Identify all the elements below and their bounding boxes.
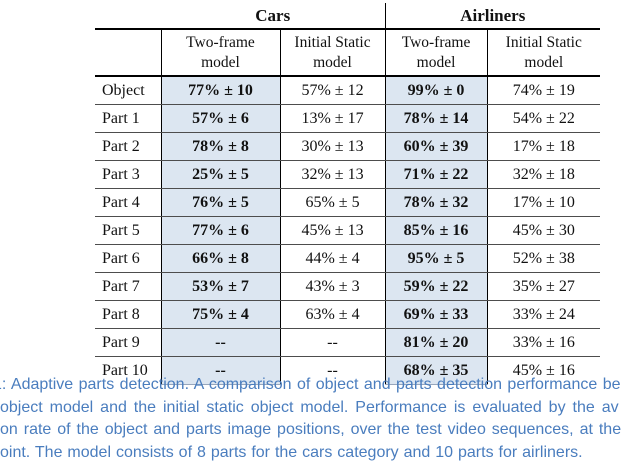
caption-line: object model and the initial static obje…: [0, 397, 640, 420]
value-cell: 78% ± 14: [385, 105, 487, 133]
value-cell: 54% ± 22: [487, 105, 600, 133]
column-header-airliners-two-frame: Two-frame model: [385, 29, 487, 76]
column-header-line: model: [386, 53, 487, 73]
row-label: Part 3: [95, 161, 161, 189]
value-cell: 45% ± 30: [487, 217, 600, 245]
value-cell: 78% ± 8: [161, 133, 280, 161]
column-header-empty: [95, 29, 161, 76]
row-label: Object: [95, 76, 161, 105]
value-cell: 76% ± 5: [161, 189, 280, 217]
value-cell: 32% ± 18: [487, 161, 600, 189]
column-header-airliners-initial-static: Initial Static model: [487, 29, 600, 76]
value-cell: 69% ± 33: [385, 301, 487, 329]
value-cell: 53% ± 7: [161, 273, 280, 301]
column-header-line: model: [488, 53, 601, 73]
row-label: Part 8: [95, 301, 161, 329]
column-header-line: Initial Static: [281, 33, 385, 53]
value-cell: 77% ± 10: [161, 76, 280, 105]
value-cell: 45% ± 13: [280, 217, 385, 245]
group-header-cars: Cars: [161, 3, 385, 29]
table-row: Part 8 75% ± 4 63% ± 4 69% ± 33 33% ± 24: [95, 301, 600, 329]
results-table-wrap: Cars Airliners Two-frame model Initial S…: [95, 3, 600, 385]
value-cell: 57% ± 6: [161, 105, 280, 133]
table-row: Part 1 57% ± 6 13% ± 17 78% ± 14 54% ± 2…: [95, 105, 600, 133]
caption-line: 1: Adaptive parts detection. A compariso…: [0, 374, 640, 397]
column-header-cars-two-frame: Two-frame model: [161, 29, 280, 76]
caption-line: oint. The model consists of 8 parts for …: [0, 442, 640, 464]
value-cell: 13% ± 17: [280, 105, 385, 133]
value-cell: 33% ± 16: [487, 329, 600, 357]
value-cell: 71% ± 22: [385, 161, 487, 189]
column-header-line: Two-frame: [386, 33, 487, 53]
value-cell: 85% ± 16: [385, 217, 487, 245]
group-header-airliners: Airliners: [385, 3, 600, 29]
value-cell: --: [280, 329, 385, 357]
column-header-row: Two-frame model Initial Static model Two…: [95, 29, 600, 76]
row-label: Part 1: [95, 105, 161, 133]
row-label: Part 2: [95, 133, 161, 161]
value-cell: 25% ± 5: [161, 161, 280, 189]
value-cell: 17% ± 18: [487, 133, 600, 161]
results-table: Cars Airliners Two-frame model Initial S…: [95, 3, 600, 385]
value-cell: 33% ± 24: [487, 301, 600, 329]
value-cell: 43% ± 3: [280, 273, 385, 301]
row-label: Part 9: [95, 329, 161, 357]
table-row: Object 77% ± 10 57% ± 12 99% ± 0 74% ± 1…: [95, 76, 600, 105]
table-row: Part 3 25% ± 5 32% ± 13 71% ± 22 32% ± 1…: [95, 161, 600, 189]
value-cell: 35% ± 27: [487, 273, 600, 301]
table-row: Part 7 53% ± 7 43% ± 3 59% ± 22 35% ± 27: [95, 273, 600, 301]
value-cell: 99% ± 0: [385, 76, 487, 105]
caption: 1: Adaptive parts detection. A compariso…: [0, 374, 640, 464]
column-header-line: Two-frame: [162, 33, 280, 53]
table-row: Part 6 66% ± 8 44% ± 4 95% ± 5 52% ± 38: [95, 245, 600, 273]
group-header-empty: [95, 3, 161, 29]
value-cell: 32% ± 13: [280, 161, 385, 189]
value-cell: 77% ± 6: [161, 217, 280, 245]
value-cell: 66% ± 8: [161, 245, 280, 273]
row-label: Part 5: [95, 217, 161, 245]
value-cell: 78% ± 32: [385, 189, 487, 217]
row-label: Part 7: [95, 273, 161, 301]
value-cell: 63% ± 4: [280, 301, 385, 329]
value-cell: 59% ± 22: [385, 273, 487, 301]
value-cell: 74% ± 19: [487, 76, 600, 105]
value-cell: 95% ± 5: [385, 245, 487, 273]
value-cell: --: [161, 329, 280, 357]
value-cell: 81% ± 20: [385, 329, 487, 357]
table-row: Part 5 77% ± 6 45% ± 13 85% ± 16 45% ± 3…: [95, 217, 600, 245]
column-header-line: model: [281, 53, 385, 73]
value-cell: 60% ± 39: [385, 133, 487, 161]
value-cell: 17% ± 10: [487, 189, 600, 217]
value-cell: 57% ± 12: [280, 76, 385, 105]
row-label: Part 4: [95, 189, 161, 217]
table-row: Part 4 76% ± 5 65% ± 5 78% ± 32 17% ± 10: [95, 189, 600, 217]
group-header-row: Cars Airliners: [95, 3, 600, 29]
value-cell: 52% ± 38: [487, 245, 600, 273]
table-row: Part 2 78% ± 8 30% ± 13 60% ± 39 17% ± 1…: [95, 133, 600, 161]
column-header-cars-initial-static: Initial Static model: [280, 29, 385, 76]
table-body: Object 77% ± 10 57% ± 12 99% ± 0 74% ± 1…: [95, 76, 600, 385]
value-cell: 44% ± 4: [280, 245, 385, 273]
column-header-line: model: [162, 53, 280, 73]
caption-line: on rate of the object and parts image po…: [0, 419, 640, 442]
column-header-line: Initial Static: [488, 33, 601, 53]
row-label: Part 6: [95, 245, 161, 273]
value-cell: 75% ± 4: [161, 301, 280, 329]
table-row: Part 9 -- -- 81% ± 20 33% ± 16: [95, 329, 600, 357]
value-cell: 65% ± 5: [280, 189, 385, 217]
value-cell: 30% ± 13: [280, 133, 385, 161]
